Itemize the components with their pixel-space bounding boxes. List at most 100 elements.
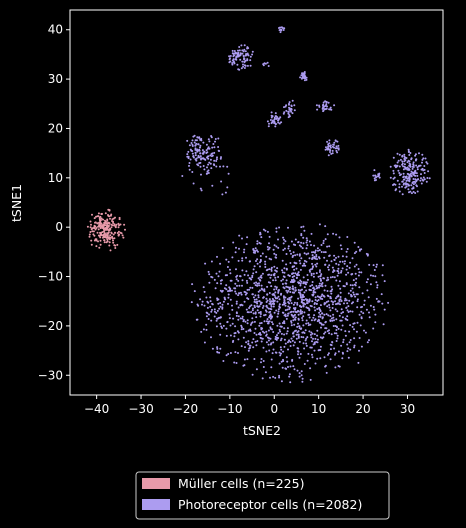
- photoreceptor-point: [300, 370, 303, 373]
- photoreceptor-point: [296, 253, 299, 256]
- photoreceptor-point: [313, 255, 316, 258]
- photoreceptor-point: [244, 346, 246, 349]
- photoreceptor-point: [205, 296, 208, 299]
- photoreceptor-point: [331, 266, 334, 269]
- photoreceptor-point: [241, 284, 243, 287]
- photoreceptor-point: [216, 299, 219, 301]
- photoreceptor-point: [360, 271, 363, 274]
- photoreceptor-point: [298, 291, 301, 294]
- photoreceptor-point: [293, 323, 296, 326]
- photoreceptor-point: [344, 299, 346, 302]
- photoreceptor-point: [276, 297, 279, 300]
- photoreceptor-point: [266, 61, 269, 64]
- photoreceptor-point: [226, 321, 229, 324]
- photoreceptor-point: [221, 306, 224, 309]
- photoreceptor-point: [265, 297, 268, 300]
- photoreceptor-point: [239, 291, 242, 294]
- photoreceptor-point: [209, 158, 212, 161]
- photoreceptor-point: [297, 241, 300, 244]
- photoreceptor-point: [297, 353, 299, 356]
- photoreceptor-point: [248, 288, 251, 291]
- photoreceptor-point: [297, 333, 300, 336]
- photoreceptor-point: [251, 53, 254, 56]
- photoreceptor-point: [265, 310, 268, 313]
- muller-point: [114, 244, 117, 247]
- photoreceptor-point: [268, 316, 271, 319]
- photoreceptor-point: [336, 326, 338, 329]
- muller-point: [112, 217, 115, 220]
- photoreceptor-point: [255, 271, 258, 274]
- muller-point: [112, 233, 115, 236]
- photoreceptor-point: [259, 261, 261, 264]
- photoreceptor-point: [210, 136, 213, 139]
- photoreceptor-point: [297, 335, 300, 338]
- photoreceptor-point: [302, 295, 305, 298]
- photoreceptor-point: [305, 247, 308, 250]
- photoreceptor-point: [321, 285, 324, 288]
- photoreceptor-point: [367, 296, 370, 299]
- photoreceptor-point: [255, 316, 258, 319]
- photoreceptor-point: [255, 333, 258, 336]
- photoreceptor-point: [234, 282, 237, 285]
- muller-point: [88, 233, 91, 236]
- photoreceptor-point: [290, 324, 293, 327]
- photoreceptor-point: [313, 342, 316, 345]
- photoreceptor-point: [298, 253, 301, 256]
- muller-point: [98, 221, 100, 224]
- photoreceptor-point: [243, 273, 246, 276]
- photoreceptor-point: [311, 262, 314, 265]
- photoreceptor-point: [329, 309, 332, 312]
- photoreceptor-point: [307, 352, 310, 355]
- photoreceptor-point: [290, 320, 293, 323]
- photoreceptor-point: [324, 263, 327, 266]
- photoreceptor-point: [237, 49, 239, 52]
- photoreceptor-point: [315, 104, 318, 107]
- photoreceptor-point: [278, 306, 281, 309]
- photoreceptor-point: [408, 168, 411, 171]
- photoreceptor-point: [302, 304, 305, 307]
- photoreceptor-point: [409, 152, 412, 154]
- muller-point: [99, 232, 102, 234]
- photoreceptor-point: [265, 269, 268, 272]
- photoreceptor-point: [257, 296, 260, 299]
- photoreceptor-point: [317, 315, 320, 318]
- muller-point: [90, 223, 92, 226]
- muller-point: [114, 231, 116, 234]
- photoreceptor-point: [329, 276, 332, 279]
- photoreceptor-point: [307, 252, 310, 255]
- photoreceptor-point: [276, 324, 279, 327]
- photoreceptor-point: [264, 313, 267, 316]
- muller-point: [96, 222, 99, 225]
- photoreceptor-point: [327, 266, 329, 269]
- photoreceptor-point: [267, 339, 270, 342]
- photoreceptor-point: [424, 157, 427, 160]
- photoreceptor-point: [298, 259, 301, 262]
- photoreceptor-point: [293, 301, 296, 304]
- photoreceptor-point: [369, 274, 372, 277]
- photoreceptor-point: [309, 285, 312, 288]
- photoreceptor-point: [285, 332, 288, 335]
- photoreceptor-point: [256, 250, 259, 253]
- photoreceptor-point: [353, 344, 356, 347]
- photoreceptor-point: [261, 377, 264, 380]
- photoreceptor-point: [262, 366, 265, 368]
- photoreceptor-point: [258, 278, 261, 281]
- photoreceptor-point: [339, 303, 341, 306]
- photoreceptor-point: [247, 349, 250, 352]
- photoreceptor-point: [324, 321, 327, 324]
- photoreceptor-point: [253, 298, 256, 301]
- photoreceptor-point: [271, 297, 274, 300]
- photoreceptor-point: [322, 323, 325, 326]
- y-tick-label: −20: [38, 319, 63, 333]
- photoreceptor-point: [228, 61, 231, 64]
- photoreceptor-point: [296, 369, 299, 372]
- photoreceptor-point: [279, 339, 282, 342]
- photoreceptor-point: [220, 279, 223, 282]
- photoreceptor-point: [360, 317, 363, 320]
- photoreceptor-point: [328, 139, 331, 142]
- photoreceptor-point: [287, 247, 290, 250]
- photoreceptor-point: [372, 306, 375, 308]
- photoreceptor-point: [245, 279, 248, 282]
- photoreceptor-point: [300, 74, 303, 77]
- photoreceptor-point: [270, 305, 273, 308]
